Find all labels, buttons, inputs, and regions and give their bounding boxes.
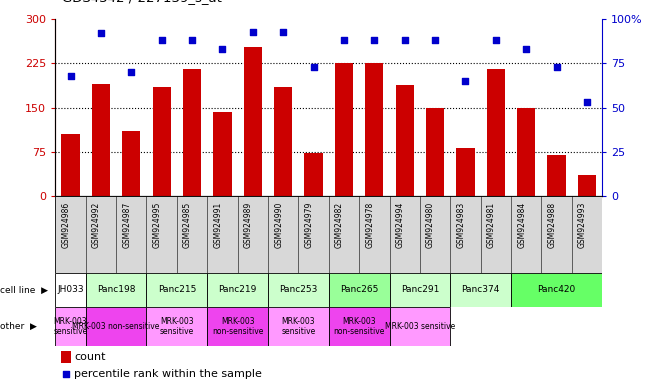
Bar [86,307,146,346]
Text: MRK-003 non-sensitive: MRK-003 non-sensitive [72,322,159,331]
Point [400,37,410,43]
Bar [146,273,207,307]
Text: Panc253: Panc253 [279,285,318,295]
Bar [274,87,292,196]
Text: GSM924982: GSM924982 [335,202,344,248]
Bar [86,273,146,307]
Point [521,46,531,52]
Text: GSM924978: GSM924978 [365,202,374,248]
Bar [450,273,511,307]
Point [126,69,137,75]
Text: other  ▶: other ▶ [0,322,37,331]
Point [309,64,319,70]
Text: Panc265: Panc265 [340,285,378,295]
Text: GSM924991: GSM924991 [214,202,223,248]
Text: cell line  ▶: cell line ▶ [0,285,48,295]
Text: GSM924995: GSM924995 [153,202,161,248]
Bar [329,307,389,346]
Point [156,37,167,43]
Text: MRK-003
non-sensitive: MRK-003 non-sensitive [333,317,385,336]
Bar [578,175,596,196]
Bar [268,307,329,346]
Text: GSM924980: GSM924980 [426,202,435,248]
Text: MRK-003
sensitive: MRK-003 sensitive [281,317,316,336]
Point [96,30,106,36]
Bar [511,273,602,307]
Text: GSM924979: GSM924979 [305,202,314,248]
Bar [305,154,323,196]
Text: Panc215: Panc215 [158,285,196,295]
Bar [365,63,383,196]
Point [278,28,288,35]
Bar [389,273,450,307]
Text: GSM924985: GSM924985 [183,202,192,248]
Point [65,73,76,79]
Bar [396,85,414,196]
Text: Panc420: Panc420 [538,285,575,295]
Point [61,371,71,377]
Bar [183,69,201,196]
Text: MRK-003
sensitive: MRK-003 sensitive [53,317,88,336]
Text: GSM924983: GSM924983 [456,202,465,248]
Bar [335,63,353,196]
Text: count: count [74,352,106,362]
Bar [55,307,86,346]
Bar [268,273,329,307]
Bar [55,273,86,307]
Text: Panc291: Panc291 [401,285,439,295]
Bar [152,87,171,196]
Point [582,99,592,105]
Bar [389,307,450,346]
Text: GSM924981: GSM924981 [487,202,496,248]
Text: GDS4342 / 227139_s_at: GDS4342 / 227139_s_at [62,0,222,4]
Text: percentile rank within the sample: percentile rank within the sample [74,369,262,379]
Bar [426,108,444,196]
Text: GSM924993: GSM924993 [578,202,587,248]
Text: Panc219: Panc219 [219,285,256,295]
Text: MRK-003
sensitive: MRK-003 sensitive [159,317,194,336]
Bar [243,48,262,196]
Point [460,78,471,84]
Text: Panc198: Panc198 [97,285,135,295]
Text: GSM924992: GSM924992 [92,202,101,248]
Text: GSM924988: GSM924988 [547,202,557,248]
Bar [547,155,566,196]
Text: GSM924987: GSM924987 [122,202,132,248]
Text: Panc374: Panc374 [462,285,500,295]
Point [247,28,258,35]
Bar [146,307,207,346]
Text: GSM924994: GSM924994 [396,202,405,248]
Point [430,37,440,43]
Text: GSM924986: GSM924986 [62,202,70,248]
Bar [456,147,475,196]
Point [187,37,197,43]
Bar [517,108,535,196]
Bar [92,84,110,196]
Point [491,37,501,43]
Point [551,64,562,70]
Point [369,37,380,43]
Point [217,46,228,52]
Point [339,37,349,43]
Bar [214,112,232,196]
Text: MRK-003 sensitive: MRK-003 sensitive [385,322,455,331]
Text: MRK-003
non-sensitive: MRK-003 non-sensitive [212,317,263,336]
Bar [329,273,389,307]
Text: JH033: JH033 [57,285,84,295]
Bar [122,131,141,196]
Bar [61,351,71,363]
Bar [487,69,505,196]
Text: GSM924984: GSM924984 [518,202,526,248]
Bar [61,134,79,196]
Bar [207,307,268,346]
Text: GSM924989: GSM924989 [244,202,253,248]
Bar [207,273,268,307]
Text: GSM924990: GSM924990 [274,202,283,248]
